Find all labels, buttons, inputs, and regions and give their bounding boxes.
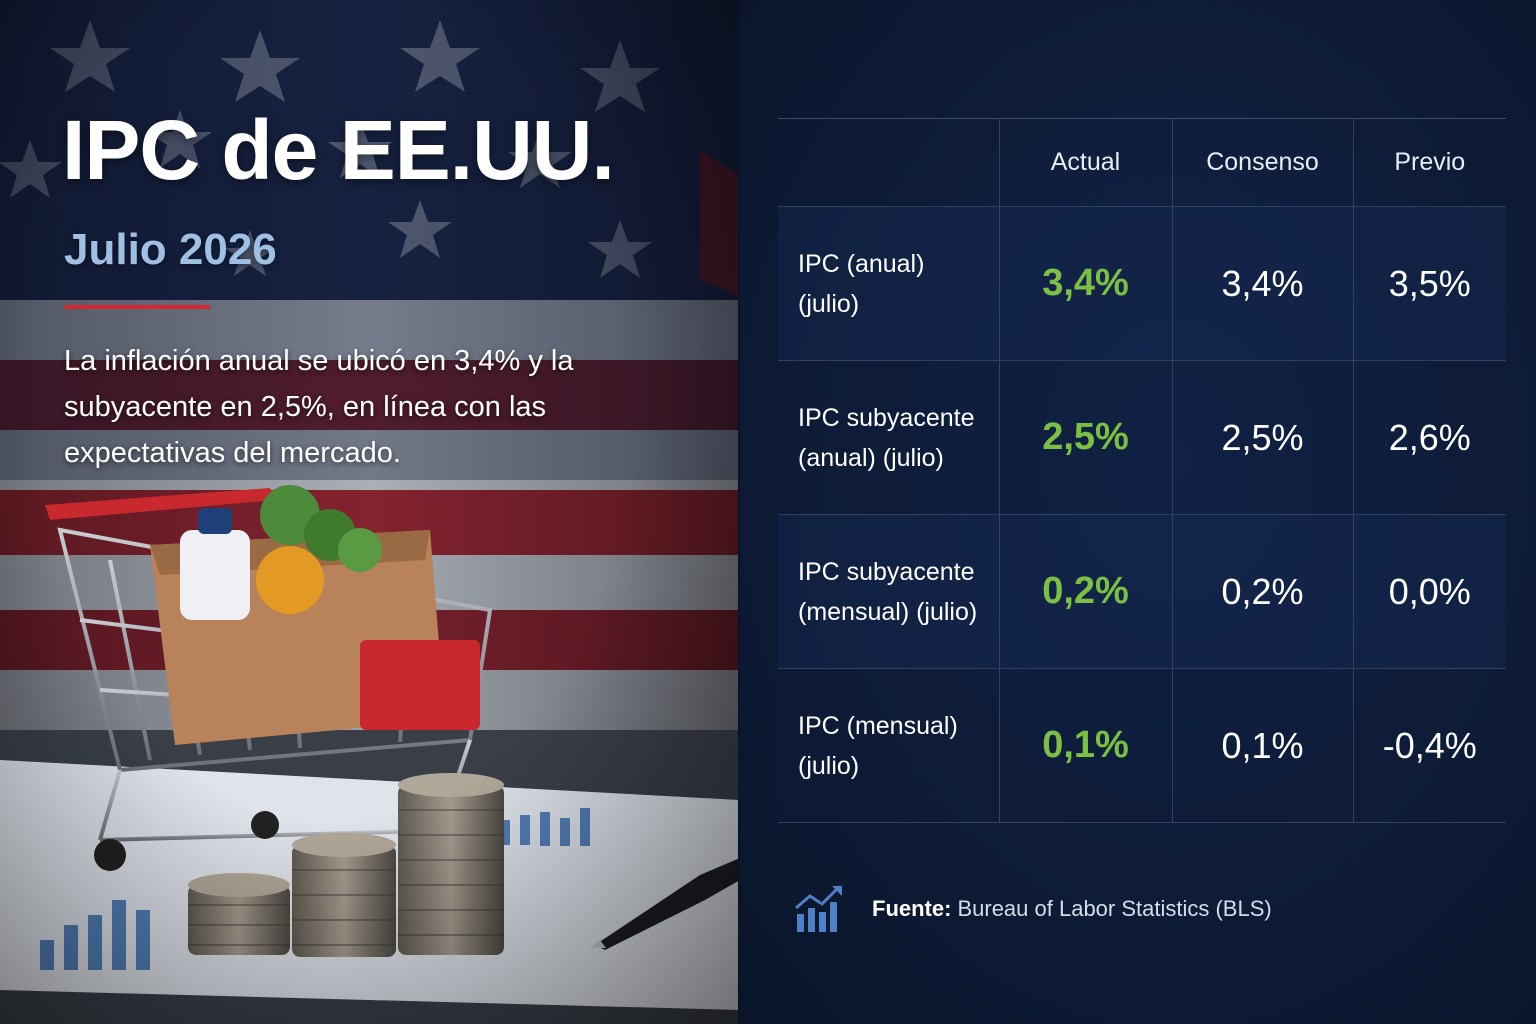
source-note: Fuente: Bureau of Labor Statistics (BLS) bbox=[794, 884, 1272, 934]
data-panel: Actual Consenso Previo IPC (anual) (julio… bbox=[740, 0, 1536, 1024]
actual-value: 3,4% bbox=[998, 206, 1173, 361]
previous-value: 0,0% bbox=[1352, 514, 1506, 669]
background-photo bbox=[0, 0, 740, 1024]
row-label-line1: IPC subyacente bbox=[798, 557, 975, 586]
consensus-value: 0,1% bbox=[1171, 668, 1354, 823]
actual-value: 0,2% bbox=[998, 514, 1173, 669]
table-row: IPC (mensual) (julio) 0,1% 0,1% -0,4% bbox=[778, 668, 1506, 823]
page-title: IPC de EE.UU. bbox=[62, 103, 615, 197]
hero-panel: IPC de EE.UU. Julio 2026 La inflación an… bbox=[0, 0, 740, 1024]
actual-value: 0,1% bbox=[998, 668, 1173, 823]
table-header-row: Actual Consenso Previo bbox=[778, 118, 1506, 207]
previous-value: 3,5% bbox=[1352, 206, 1506, 361]
header-empty bbox=[778, 118, 1000, 207]
bar-chart-trend-icon bbox=[795, 886, 842, 932]
row-label-line2: (mensual) (julio) bbox=[798, 597, 978, 626]
page-subtitle: Julio 2026 bbox=[64, 225, 277, 274]
consensus-value: 0,2% bbox=[1171, 514, 1354, 669]
header-actual: Actual bbox=[998, 118, 1173, 207]
previous-value: -0,4% bbox=[1352, 668, 1506, 823]
row-label-line2: (julio) bbox=[798, 751, 860, 780]
header-consensus: Consenso bbox=[1171, 118, 1354, 207]
summary-text: La inflación anual se ubicó en 3,4% y la… bbox=[64, 345, 574, 469]
table-row: IPC subyacente (mensual) (julio) 0,2% 0,2… bbox=[778, 514, 1506, 669]
header-previous: Previo bbox=[1352, 118, 1506, 207]
row-label-line1: IPC subyacente bbox=[798, 403, 975, 432]
consensus-value: 2,5% bbox=[1171, 360, 1354, 515]
cpi-table: Actual Consenso Previo IPC (anual) (julio… bbox=[778, 118, 1506, 823]
row-label-line2: (julio) bbox=[798, 289, 860, 318]
source-label: Fuente: bbox=[872, 896, 952, 921]
row-label-line1: IPC (mensual) bbox=[798, 711, 958, 740]
table-row: IPC subyacente (anual) (julio) 2,5% 2,5% … bbox=[778, 360, 1506, 515]
actual-value: 2,5% bbox=[998, 360, 1173, 515]
table-row: IPC (anual) (julio) 3,4% 3,4% 3,5% bbox=[778, 206, 1506, 361]
row-label: IPC subyacente (mensual) (julio) bbox=[778, 514, 1000, 669]
accent-rule bbox=[64, 305, 210, 309]
previous-value: 2,6% bbox=[1352, 360, 1506, 515]
panel-divider bbox=[738, 0, 741, 1024]
source-text: Bureau of Labor Statistics (BLS) bbox=[957, 896, 1272, 921]
consensus-value: 3,4% bbox=[1171, 206, 1354, 361]
row-label-line1: IPC (anual) bbox=[798, 249, 925, 278]
row-label: IPC (mensual) (julio) bbox=[778, 668, 1000, 823]
row-label: IPC (anual) (julio) bbox=[778, 206, 1000, 361]
row-label: IPC subyacente (anual) (julio) bbox=[778, 360, 1000, 515]
row-label-line2: (anual) (julio) bbox=[798, 443, 944, 472]
